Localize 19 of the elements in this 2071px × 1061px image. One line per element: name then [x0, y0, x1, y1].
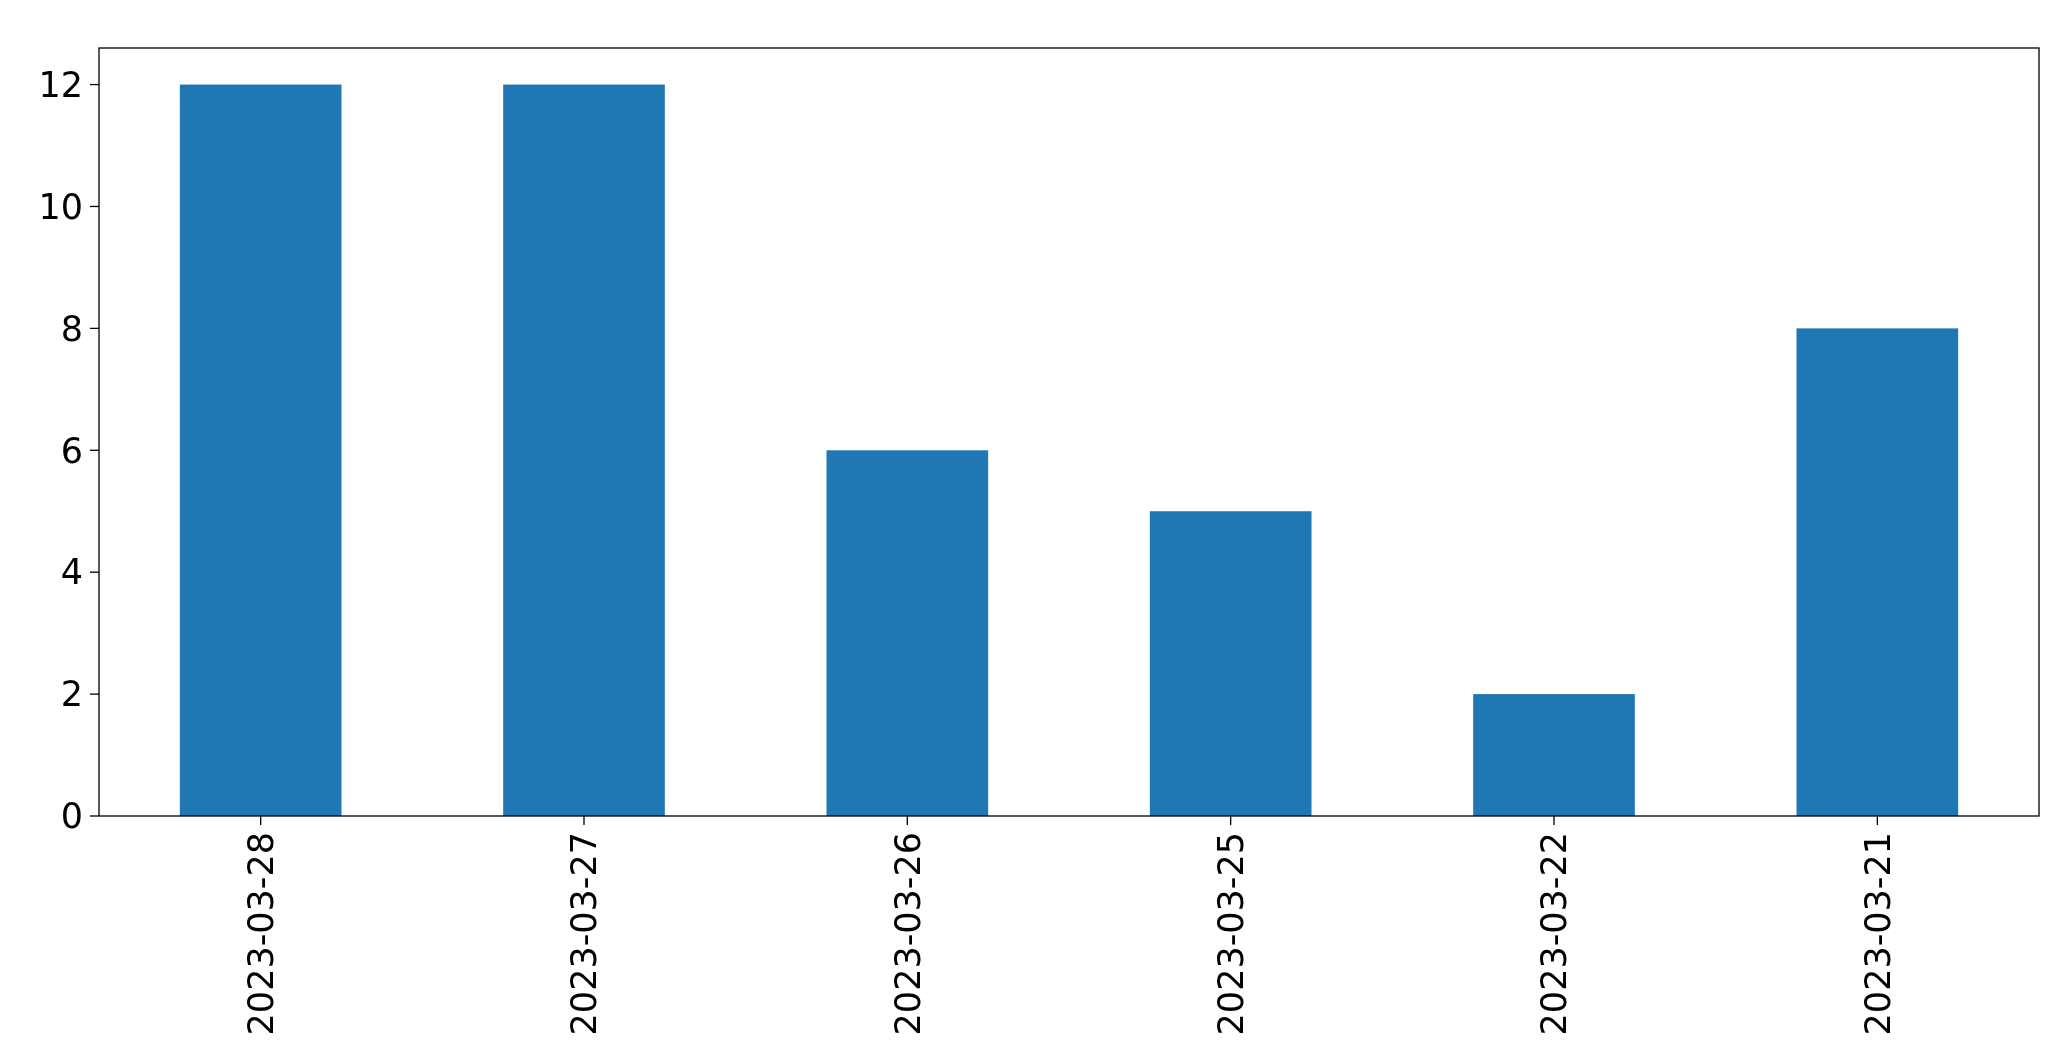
y-tick-label: 10 — [38, 186, 83, 227]
bar — [179, 84, 342, 816]
y-tick-label: 6 — [60, 430, 83, 471]
bar — [826, 450, 989, 816]
bar — [1149, 511, 1312, 816]
x-tick-label: 2023-03-25 — [1210, 832, 1251, 1036]
y-tick-label: 12 — [38, 64, 83, 105]
x-tick-label: 2023-03-22 — [1534, 832, 1575, 1036]
bar — [503, 84, 665, 816]
y-tick-label: 8 — [60, 308, 83, 349]
x-tick-label: 2023-03-27 — [564, 832, 605, 1036]
bar — [1473, 694, 1635, 816]
x-tick-label: 2023-03-28 — [240, 832, 281, 1036]
y-tick-label: 4 — [60, 552, 83, 593]
x-tick-label: 2023-03-21 — [1857, 832, 1898, 1036]
bar — [1796, 328, 1959, 816]
x-tick-label: 2023-03-26 — [887, 832, 928, 1036]
y-tick-label: 0 — [60, 796, 83, 837]
y-tick-label: 2 — [60, 674, 83, 715]
